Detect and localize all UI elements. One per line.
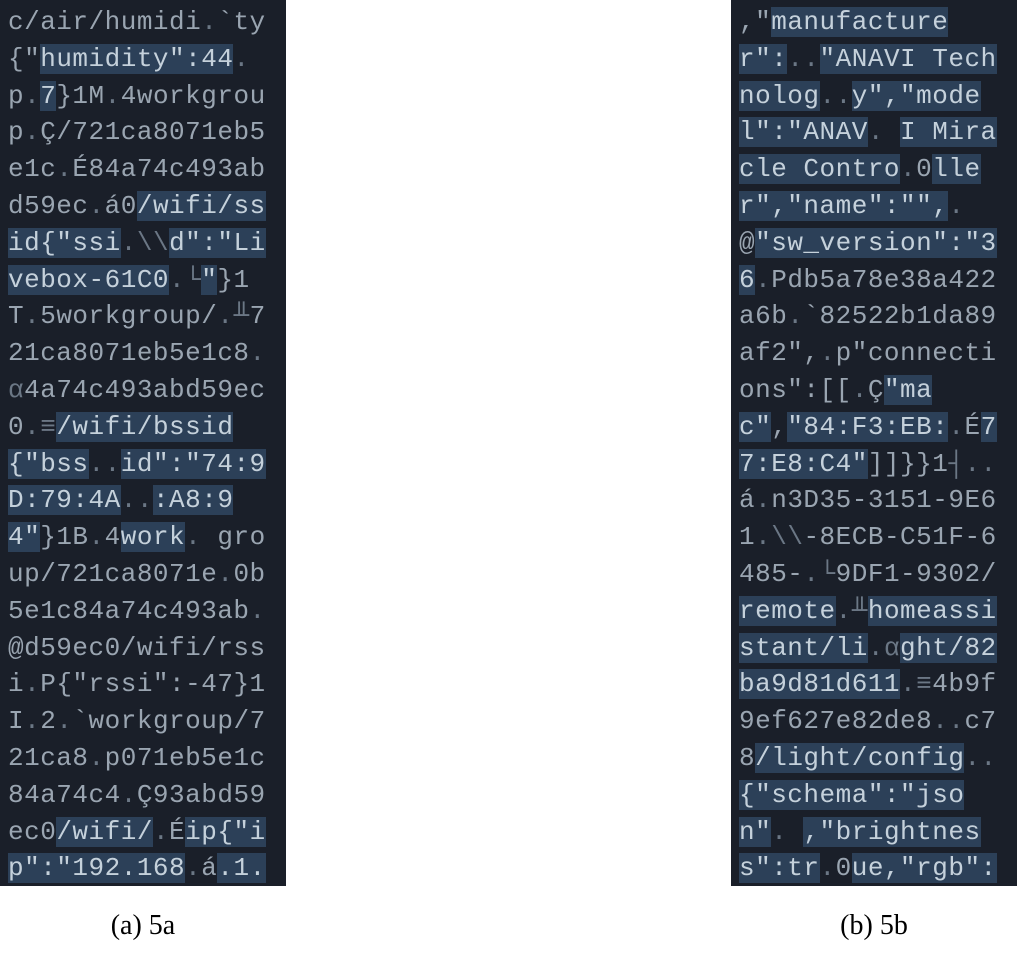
highlighted-text: ssi	[72, 228, 120, 258]
highlighted-text: 7	[40, 81, 56, 111]
dim-text: .	[121, 228, 137, 258]
highlighted-text: "84:F3:EB:	[787, 412, 948, 442]
dim-text: .	[900, 154, 916, 184]
dim-text: .	[771, 817, 803, 847]
plain-text: É	[169, 817, 185, 847]
plain-text: É	[964, 412, 980, 442]
dim-text: .	[185, 522, 201, 552]
dim-text: .	[24, 669, 40, 699]
hexdump-content-left: c/air/humidi.`ty{"humidity":44.p.7}1M.4w…	[8, 7, 266, 886]
highlighted-text: /light/config	[755, 743, 964, 773]
dim-text: .	[105, 81, 121, 111]
dim-text: .	[787, 301, 803, 331]
caption-left: (a) 5a	[0, 910, 286, 942]
dim-text: .	[89, 522, 105, 552]
dim-text: .	[900, 669, 916, 699]
plain-text: 0	[836, 853, 852, 883]
dim-text: .	[755, 522, 771, 552]
highlighted-text: humidity":44	[40, 44, 233, 74]
dim-text: └	[820, 559, 836, 589]
dim-text: \\	[771, 522, 803, 552]
dim-text: .	[24, 117, 40, 147]
plain-text: p	[8, 81, 24, 111]
dim-text: └	[185, 265, 201, 295]
dim-text: ┤	[948, 449, 964, 479]
dim-text: .	[852, 375, 868, 405]
dim-text: .	[56, 154, 72, 184]
dim-text: .	[233, 44, 249, 74]
dim-text: .	[24, 706, 40, 736]
dim-text: ..	[89, 449, 121, 479]
dim-text: .	[868, 633, 884, 663]
dim-text: .	[868, 117, 884, 147]
hexdump-content-right: ,"manufacturer":.."ANAVI Technolog..y","…	[739, 7, 997, 886]
dim-text: .	[121, 780, 137, 810]
dim-text: ..	[787, 44, 819, 74]
dim-text: .	[948, 412, 964, 442]
dim-text: .	[217, 301, 233, 331]
dim-text: .	[89, 191, 105, 221]
dim-text: .	[217, 559, 233, 589]
highlighted-text: "	[201, 265, 217, 295]
dim-text: .	[948, 191, 964, 221]
plain-text: }1M	[56, 81, 104, 111]
plain-text: }1B	[40, 522, 88, 552]
dim-text: ..	[964, 449, 996, 479]
plain-text: á	[739, 485, 755, 515]
dim-text: .	[24, 412, 40, 442]
dim-text: ..	[932, 706, 964, 736]
dim-text: .	[820, 338, 836, 368]
dim-text: .	[755, 485, 771, 515]
dim-text: ╨	[852, 596, 868, 626]
dim-text: ≡	[916, 669, 932, 699]
dim-text: \\	[137, 228, 169, 258]
dim-text: .	[820, 853, 836, 883]
plain-text: á0	[105, 191, 137, 221]
dim-text: ╨	[233, 301, 249, 331]
dim-text: .	[755, 265, 771, 295]
dim-text: .	[24, 301, 40, 331]
dim-text: .	[169, 265, 185, 295]
highlighted-text: /wifi/	[56, 817, 153, 847]
plain-text: á	[201, 853, 217, 883]
highlighted-text: ,	[803, 817, 819, 847]
plain-text	[884, 117, 900, 147]
highlighted-text: remote	[739, 596, 836, 626]
dim-text: .	[803, 559, 819, 589]
plain-text: 4	[105, 522, 121, 552]
dim-text: ≡	[40, 412, 56, 442]
plain-text: ]]}}1	[868, 449, 949, 479]
dim-text: .	[250, 338, 266, 368]
dim-text: α	[8, 375, 24, 405]
plain-text: @	[739, 228, 755, 258]
plain-text: ,"	[739, 7, 771, 37]
dim-text: .	[250, 596, 266, 626]
dim-text: .	[89, 743, 105, 773]
dim-text: ..	[964, 743, 996, 773]
dim-text: ..	[820, 81, 852, 111]
dim-text: .	[153, 817, 169, 847]
dim-text: ..	[121, 485, 153, 515]
plain-text: 5workgroup/	[40, 301, 217, 331]
dim-text: .	[24, 81, 40, 111]
plain-text: 0	[916, 154, 932, 184]
highlighted-text: work	[121, 522, 185, 552]
dim-text: α	[884, 633, 900, 663]
plain-text: 9DF1-9302/	[836, 559, 997, 589]
plain-text: c/air/humidi	[8, 7, 201, 37]
hexdump-panel-right: ,"manufacturer":.."ANAVI Technolog..y","…	[731, 0, 1017, 886]
caption-right: (b) 5b	[731, 910, 1017, 942]
plain-text: 2	[40, 706, 56, 736]
plain-text: ,	[771, 412, 787, 442]
dim-text: .	[56, 706, 72, 736]
hexdump-panel-left: c/air/humidi.`ty{"humidity":44.p.7}1M.4w…	[0, 0, 286, 886]
dim-text: .	[836, 596, 852, 626]
dim-text: .	[201, 7, 217, 37]
dim-text: .	[185, 853, 201, 883]
plain-text: Ç	[868, 375, 884, 405]
